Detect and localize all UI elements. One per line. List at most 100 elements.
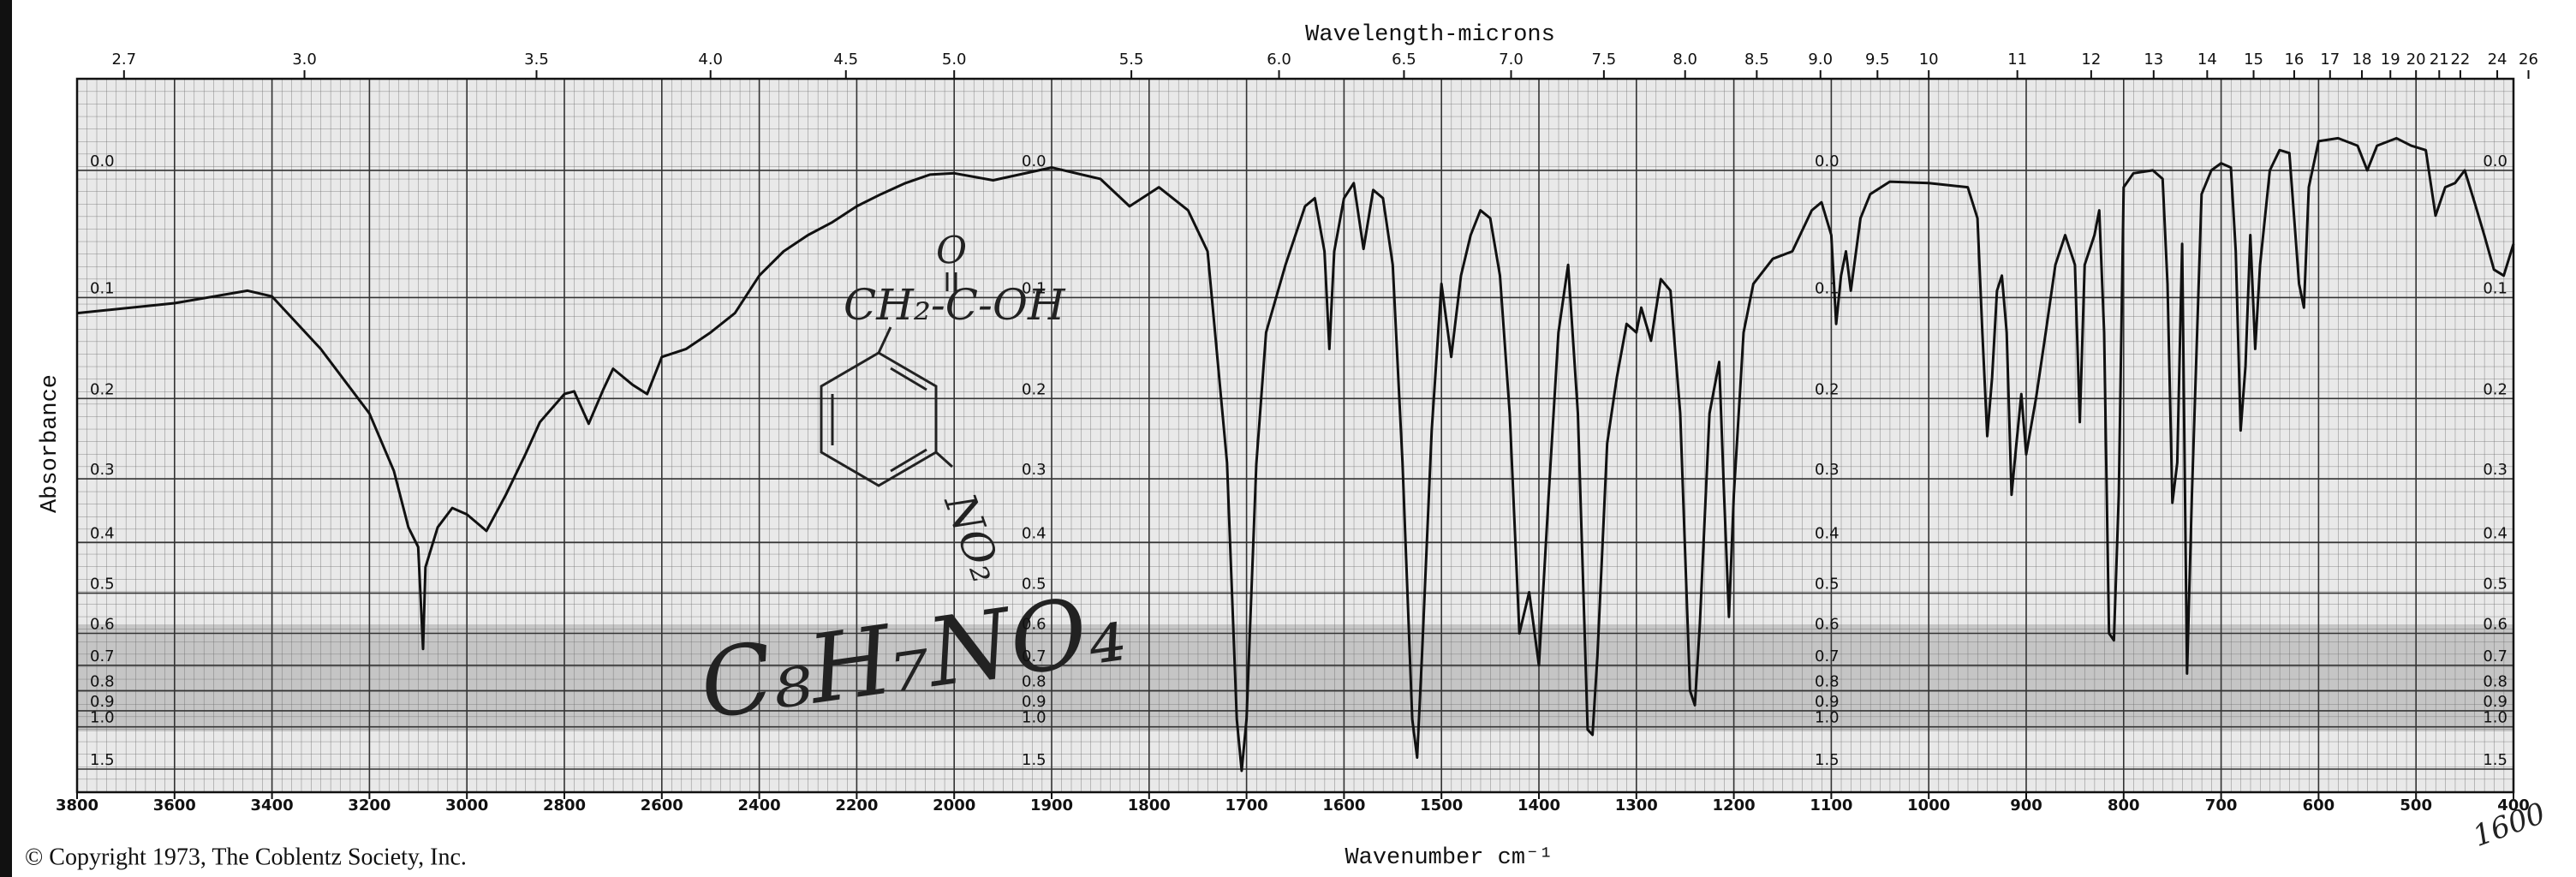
x-tick-label: 3200 [348,796,391,814]
ring-bond [890,448,927,473]
y-tick-label: 0.4 [1022,524,1046,542]
y-tick-label: 0.1 [90,279,115,297]
x-tick-label: 1000 [1907,796,1950,814]
x2-axis-title: Wavelength-microns [1305,22,1555,48]
y-tick-label: 0.4 [2483,524,2507,542]
x-tick-label: 1900 [1030,796,1073,814]
y-tick-label: 0.9 [1022,693,1046,711]
x2-tick-label: 7.5 [1592,51,1617,69]
y-tick-label: 0.6 [90,616,115,634]
y-tick-label: 0.7 [90,647,115,665]
x2-tick-label: 16 [2284,51,2304,69]
x2-tick-label: 6.0 [1267,51,1291,69]
x2-tick-label: 13 [2144,51,2163,69]
x2-tick-label: 22 [2450,51,2470,69]
x-tick-label: 400 [2497,796,2530,814]
y-tick-label: 1.0 [90,709,115,727]
y-tick-label: 0.9 [1815,693,1840,711]
y-tick-label: 0.0 [1815,152,1840,170]
x-tick-label: 2800 [543,796,586,814]
x2-tick-label: 11 [2007,51,2027,69]
y-tick-label: 0.7 [1815,647,1840,665]
benzene-ring [820,351,938,487]
y-tick-label: 0.7 [1022,647,1046,665]
x2-tick-label: 7.0 [1499,51,1524,69]
x2-tick-label: 20 [2406,51,2426,69]
x-tick-label: 1600 [1322,796,1365,814]
y-tick-label: 1.5 [1022,751,1046,769]
y-tick-label: 0.6 [1022,616,1046,634]
y-tick-label: 0.0 [90,152,115,170]
x2-tick-label: 15 [2244,51,2263,69]
y-tick-label: 0.1 [1022,279,1046,297]
y-tick-label: 0.8 [1815,672,1840,690]
x2-tick-label: 8.5 [1744,51,1769,69]
x-tick-label: 3400 [251,796,294,814]
x2-tick-label: 18 [2352,51,2372,69]
x-tick-label: 1500 [1420,796,1463,814]
structure-carbonyl: O [936,230,967,273]
y-tick-label: 1.5 [90,751,115,769]
bond [877,326,892,354]
y-tick-label: 0.8 [1022,672,1046,690]
x2-tick-label: 2.7 [111,51,136,69]
x-tick-label: 800 [2108,796,2140,814]
x2-tick-label: 26 [2519,51,2538,69]
plot-frame [75,77,2515,794]
x-tick-label: 1700 [1225,796,1268,814]
x2-tick-label: 17 [2320,51,2340,69]
x2-tick-label: 10 [1919,51,1939,69]
y-tick-label: 0.5 [1022,576,1046,594]
y-tick-label: 0.2 [1815,380,1840,398]
y-tick-label: 0.9 [2483,693,2507,711]
x-tick-label: 700 [2205,796,2238,814]
x2-tick-label: 21 [2430,51,2449,69]
x-tick-label: 1400 [1518,796,1560,814]
x2-tick-label: 6.5 [1392,51,1416,69]
y-tick-label: 0.0 [2483,152,2507,170]
x-tick-label: 3600 [153,796,196,814]
x2-tick-label: 3.5 [524,51,549,69]
x2-tick-label: 4.5 [833,51,858,69]
y-tick-label: 1.5 [1815,751,1840,769]
y-tick-label: 1.0 [1815,709,1840,727]
y-tick-label: 0.0 [1022,152,1046,170]
x2-tick-label: 9.0 [1808,51,1833,69]
y-tick-label: 0.1 [2483,279,2507,297]
x2-tick-label: 14 [2197,51,2217,69]
y-tick-label: 1.5 [2483,751,2507,769]
y-tick-label: 0.4 [90,524,115,542]
y-tick-label: 0.8 [90,672,115,690]
x-tick-label: 3800 [56,796,98,814]
x-tick-label: 1800 [1128,796,1171,814]
spectrum-line [76,136,2515,773]
x-tick-label: 500 [2400,796,2432,814]
x-tick-label: 1100 [1810,796,1852,814]
y-tick-label: 0.3 [2483,461,2507,479]
x-tick-label: 1300 [1615,796,1658,814]
x-tick-label: 600 [2303,796,2335,814]
grid [76,79,2514,792]
x2-tick-label: 19 [2381,51,2400,69]
structure-acid: CH₂-C-OH [844,280,1066,330]
x2-tick-label: 5.5 [1119,51,1144,69]
y-tick-label: 0.5 [1815,576,1840,594]
structure-drawing [820,272,957,487]
y-tick-label: 0.9 [90,693,115,711]
y-tick-label: 0.8 [2483,672,2507,690]
y-tick-label: 0.7 [2483,647,2507,665]
ring-bond [890,367,927,391]
x2-tick-label: 3.0 [292,51,317,69]
x-tick-label: 900 [2010,796,2042,814]
x-tick-label: 2000 [933,796,975,814]
y-axis-title: Absorbance [38,374,63,513]
y-tick-label: 0.2 [90,380,115,398]
y-tick-label: 1.0 [2483,709,2507,727]
y-tick-label: 0.5 [90,576,115,594]
y-tick-label: 0.2 [2483,380,2507,398]
y-tick-label: 0.3 [1815,461,1840,479]
x-tick-label: 3000 [445,796,488,814]
x2-tick-label: 12 [2081,51,2101,69]
